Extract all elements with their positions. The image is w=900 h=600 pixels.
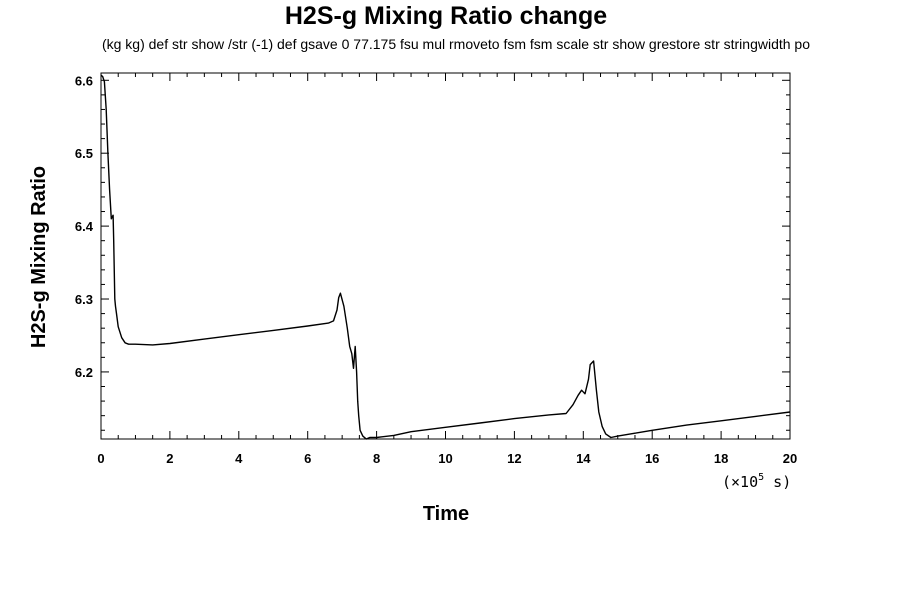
- x-axis-ticks: [100, 73, 791, 439]
- y-tick-label: 6.6: [75, 73, 93, 88]
- y-axis-tick-labels: 6.2 6.3 6.4 6.5 6.6: [75, 73, 94, 380]
- chart-subtitle: (kg kg) def str show /str (-1) def gsave…: [102, 36, 810, 52]
- chart-title: H2S-g Mixing Ratio change: [285, 2, 607, 30]
- y-axis-ticks: [101, 79, 790, 431]
- x-tick-label: 4: [235, 451, 243, 466]
- x-tick-label: 6: [304, 451, 311, 466]
- x-tick-label: 16: [645, 451, 659, 466]
- x-tick-label: 0: [97, 451, 104, 466]
- x-axis-unit-suffix: s): [764, 473, 791, 491]
- x-tick-label: 14: [576, 451, 591, 466]
- x-tick-label: 8: [373, 451, 380, 466]
- x-axis-title: Time: [423, 503, 469, 525]
- x-axis-tick-labels: 0 2 4 6 8 10 12 14 16 18 20: [97, 451, 797, 466]
- x-tick-label: 2: [166, 451, 173, 466]
- x-axis-unit-prefix: (×10: [722, 473, 758, 491]
- x-tick-label: 10: [438, 451, 452, 466]
- y-tick-label: 6.4: [75, 219, 94, 234]
- x-tick-label: 12: [507, 451, 521, 466]
- x-axis-unit-exponent: 5: [758, 472, 764, 483]
- y-axis-title: H2S-g Mixing Ratio: [28, 166, 50, 348]
- x-tick-label: 20: [783, 451, 797, 466]
- series-line: [100, 74, 791, 440]
- x-tick-label: 18: [714, 451, 728, 466]
- y-tick-label: 6.3: [75, 292, 93, 307]
- y-tick-label: 6.5: [75, 146, 93, 161]
- plot-frame: [100, 72, 791, 440]
- x-axis-unit: (×105 s): [722, 472, 791, 491]
- y-tick-label: 6.2: [75, 365, 93, 380]
